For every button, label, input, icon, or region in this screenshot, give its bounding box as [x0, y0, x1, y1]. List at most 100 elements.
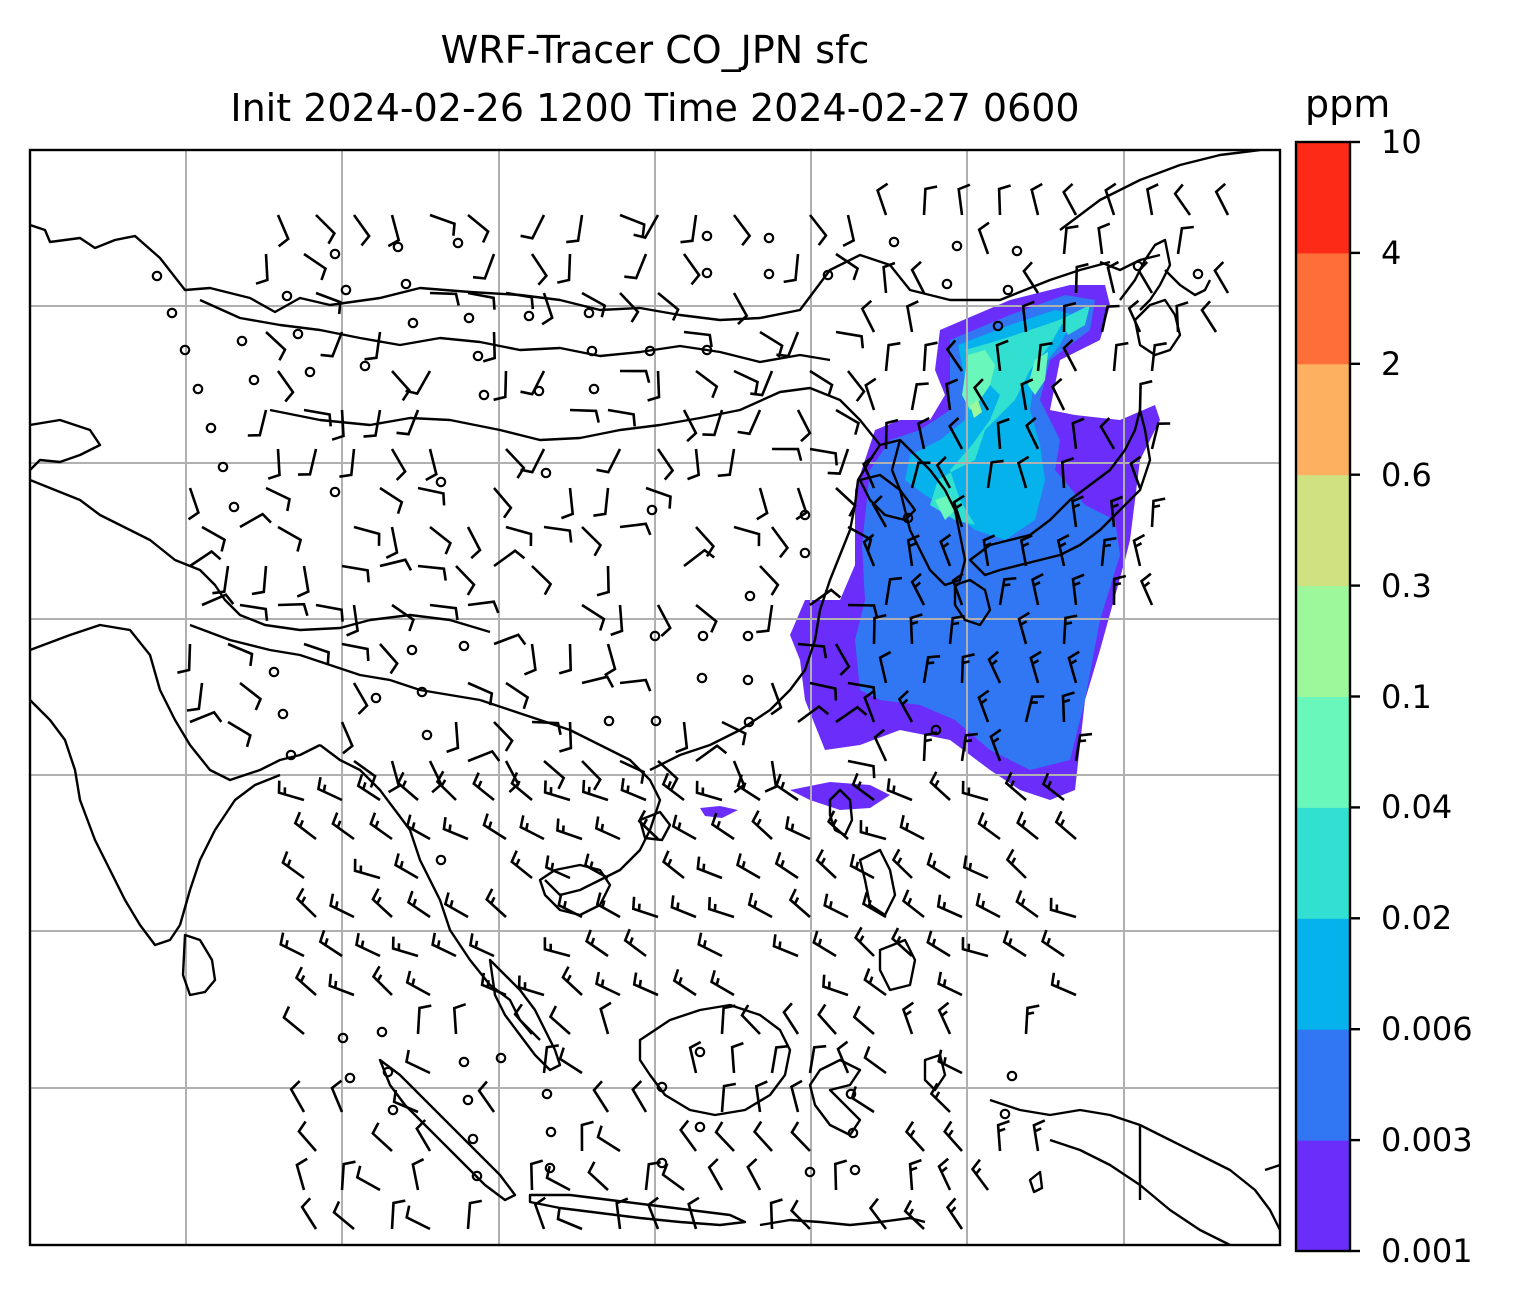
wind-barb: [833, 1159, 848, 1191]
calm-circle: [179, 344, 191, 356]
wind-barb: [1067, 650, 1080, 684]
wind-barb: [556, 818, 583, 841]
calm-circle: [650, 715, 662, 727]
wind-barb: [756, 487, 769, 521]
wind-barb: [687, 1196, 700, 1230]
calm-circle: [337, 1032, 349, 1044]
wind-barb: [1214, 182, 1230, 216]
wind-barb: [560, 487, 575, 520]
wind-barb: [995, 339, 1009, 372]
wind-barb: [1062, 338, 1078, 372]
wind-barb: [557, 253, 572, 284]
wind-barb: [657, 760, 679, 790]
wind-barb: [593, 487, 610, 517]
calm-circle: [586, 345, 598, 357]
colorbar-segment: [1296, 918, 1350, 1030]
calm-circle: [1192, 268, 1204, 280]
wind-barb: [1020, 378, 1034, 411]
wind-barb: [687, 448, 701, 481]
wind-barb: [393, 853, 419, 880]
calm-circle: [400, 278, 412, 290]
wind-barb: [340, 721, 354, 755]
wind-barb: [682, 253, 701, 286]
wind-barb: [355, 932, 381, 958]
wind-barb: [505, 291, 535, 310]
wind-barb: [1100, 536, 1117, 567]
wind-barb: [808, 214, 828, 246]
wind-barb: [1050, 972, 1077, 997]
calm-circle: [467, 1133, 479, 1145]
wind-barb: [1145, 183, 1159, 216]
india-west-coast: [30, 699, 181, 947]
wind-barb: [662, 850, 685, 880]
wind-barb: [542, 1044, 559, 1074]
wind-barb: [303, 642, 330, 665]
wind-barb: [544, 855, 571, 880]
wind-barb: [1127, 299, 1142, 333]
india-coast: [30, 623, 321, 782]
wind-barb: [910, 572, 926, 606]
wind-barb: [1024, 416, 1040, 450]
wind-barb: [1071, 495, 1085, 528]
wind-barb: [873, 728, 888, 762]
wind-barb: [922, 341, 938, 372]
wind-barb: [328, 973, 355, 997]
wind-barb: [1029, 650, 1042, 684]
calm-circle: [544, 1162, 556, 1174]
wind-barb: [596, 448, 622, 474]
kamchatka: [1059, 150, 1261, 231]
wind-barb: [1150, 497, 1166, 528]
wind-barb: [425, 448, 438, 482]
calm-circle: [847, 1127, 859, 1139]
wind-barb: [853, 926, 875, 957]
wind-barb: [406, 890, 431, 919]
wind-barb: [390, 448, 407, 481]
wind-barb: [581, 526, 603, 557]
wind-barb: [774, 773, 799, 802]
wind-barb: [672, 968, 697, 997]
wind-barb: [733, 369, 759, 395]
wind-barb: [847, 603, 879, 618]
wind-barb: [929, 771, 951, 801]
calm-circle: [495, 1052, 507, 1064]
wind-barb: [239, 603, 269, 622]
wind-barb: [429, 213, 456, 236]
wind-barb: [809, 447, 838, 466]
calm-circle: [151, 270, 163, 282]
colorbar-tick-label: 0.001: [1381, 1232, 1473, 1270]
wind-barb: [277, 525, 303, 552]
wind-barb: [227, 642, 254, 667]
wind-barb: [901, 889, 925, 919]
wind-barb: [212, 565, 230, 595]
china-east-coast: [649, 444, 881, 772]
wind-barb: [1139, 572, 1154, 606]
borneo: [638, 1003, 792, 1117]
wind-barb: [688, 1040, 702, 1074]
wind-barb: [493, 370, 508, 402]
calm-circle: [292, 328, 304, 340]
wind-barb: [569, 408, 600, 423]
colorbar-segment: [1296, 363, 1350, 476]
colorbar-segment: [1296, 696, 1350, 808]
wind-barb: [732, 292, 749, 326]
wind-barb: [455, 565, 476, 596]
wind-barb: [945, 378, 959, 411]
wind-barb: [541, 292, 554, 326]
wind-barb: [332, 1200, 355, 1231]
wind-barb: [886, 778, 913, 802]
timor: [1028, 1170, 1044, 1194]
wind-barb: [416, 1004, 432, 1035]
wind-barb: [452, 1002, 467, 1035]
wind-barbs: [177, 182, 1230, 1231]
calm-circle: [421, 729, 433, 741]
russia-far-east: [1164, 269, 1212, 297]
wind-barb: [789, 1079, 803, 1113]
wind-barb: [871, 495, 888, 528]
wind-barb: [788, 888, 811, 918]
calm-circle: [930, 724, 942, 736]
plume-level-1-south: [790, 782, 890, 810]
wind-barb: [371, 1122, 393, 1152]
wind-barb: [860, 299, 876, 333]
wind-barb: [948, 615, 965, 645]
wind-barb: [996, 417, 1010, 450]
